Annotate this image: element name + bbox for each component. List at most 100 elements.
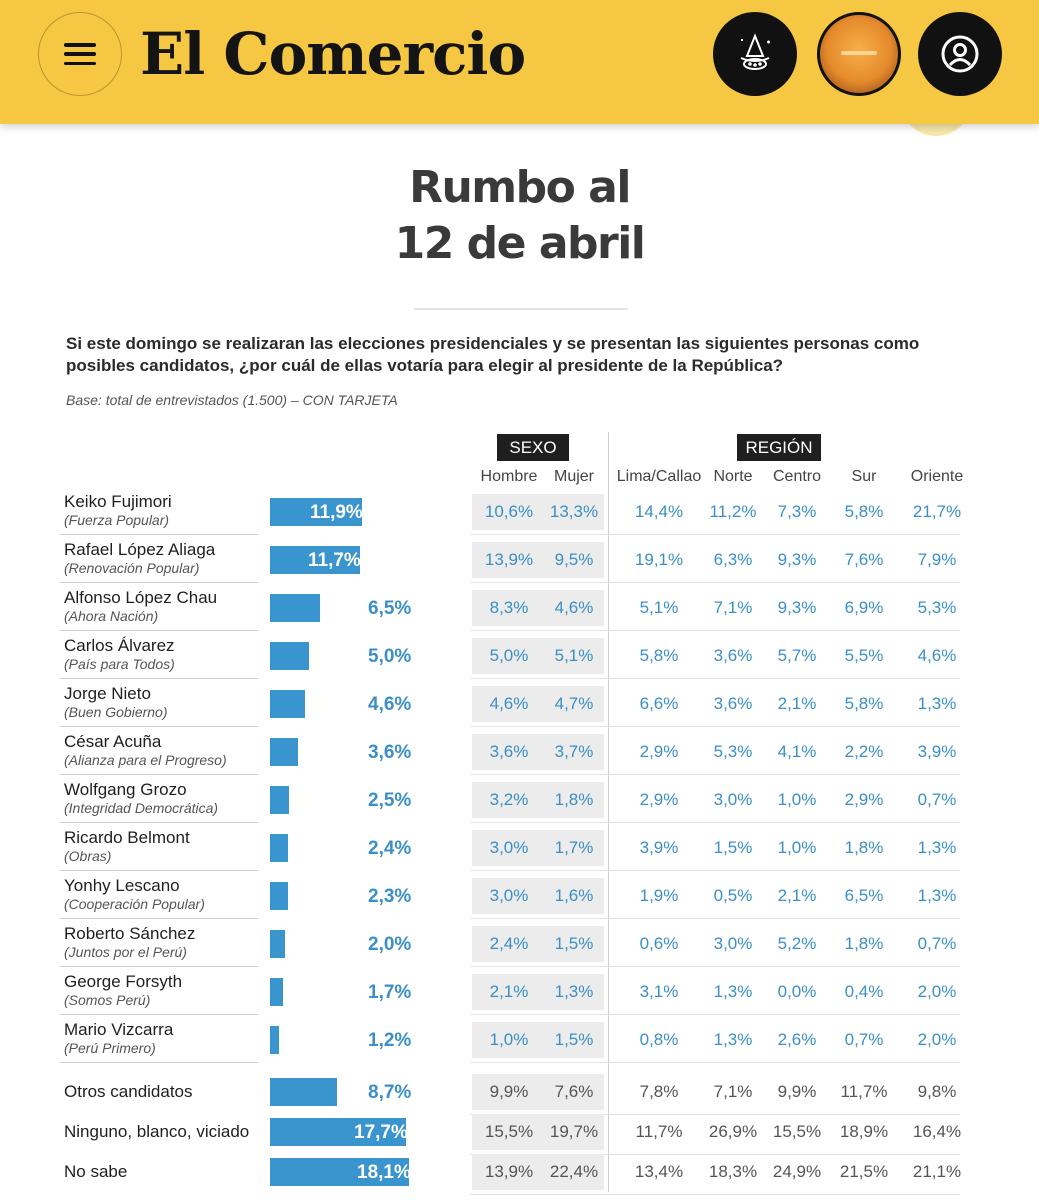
segment-value: 14,4% bbox=[634, 502, 684, 521]
total-value: 1,2% bbox=[368, 1030, 412, 1051]
segment-value: 2,9% bbox=[639, 790, 679, 809]
menu-button[interactable] bbox=[38, 12, 122, 96]
segment-value: 4,1% bbox=[777, 742, 817, 761]
candidate-cell: Roberto Sánchez (Juntos por el Perú) bbox=[64, 923, 262, 961]
column-header: Centro bbox=[772, 468, 822, 485]
title-line-1: Rumbo al bbox=[409, 162, 631, 213]
segment-value: 5,8% bbox=[844, 502, 884, 521]
segment-value: 11,7% bbox=[635, 1122, 683, 1141]
candidate-name: Alfonso López Chau bbox=[64, 588, 218, 607]
row-divider bbox=[60, 726, 258, 727]
candidate-cell: Keiko Fujimori (Fuerza Popular) bbox=[64, 491, 262, 529]
total-bar bbox=[270, 690, 305, 718]
segment-value: 2,1% bbox=[777, 694, 817, 713]
group-header-region: REGIÓN bbox=[737, 434, 821, 461]
table-row: No sabe 18,1% 13,9% 22,4% 13,4% 18,3% 24,9% 21,… bbox=[60, 1148, 970, 1196]
column-divider bbox=[608, 432, 609, 1192]
segment-value: 1,8% bbox=[844, 838, 884, 857]
segment-value: 1,3% bbox=[713, 1030, 753, 1049]
row-divider bbox=[470, 918, 960, 919]
segment-value: 5,1% bbox=[554, 646, 594, 665]
site-logo[interactable]: El Comercio bbox=[140, 20, 526, 88]
top-bar: El Comercio bbox=[0, 0, 1039, 124]
segment-value: 3,6% bbox=[713, 694, 753, 713]
segment-value: 2,1% bbox=[777, 886, 817, 905]
segment-value: 1,3% bbox=[713, 982, 753, 1001]
segment-value: 7,9% bbox=[917, 550, 957, 569]
candidate-name: Ninguno, blanco, viciado bbox=[64, 1122, 250, 1141]
party-name: (País para Todos) bbox=[64, 656, 175, 672]
segment-value: 18,9% bbox=[839, 1122, 889, 1141]
segment-value: 5,3% bbox=[713, 742, 753, 761]
segment-value: 2,6% bbox=[777, 1030, 817, 1049]
segment-value: 3,6% bbox=[489, 742, 529, 761]
sex-values-box bbox=[472, 686, 604, 722]
candidate-name: Keiko Fujimori bbox=[64, 492, 172, 511]
promo-icon bbox=[841, 51, 877, 55]
title-line-2: 12 de abril bbox=[394, 218, 646, 269]
segment-value: 3,0% bbox=[713, 934, 753, 953]
row-divider bbox=[470, 870, 960, 871]
segment-value: 15,5% bbox=[484, 1122, 534, 1141]
segment-value: 1,7% bbox=[554, 838, 594, 857]
magic-hat-button[interactable] bbox=[713, 12, 797, 96]
row-divider bbox=[470, 630, 960, 631]
total-bar bbox=[270, 642, 309, 670]
segment-value: 7,1% bbox=[713, 1082, 753, 1101]
segment-value: 7,6% bbox=[844, 550, 884, 569]
candidate-name: Wolfgang Grozo bbox=[64, 780, 187, 799]
segment-value: 3,7% bbox=[554, 742, 594, 761]
group-header-sexo: SEXO bbox=[497, 434, 569, 461]
total-bar bbox=[270, 1026, 279, 1054]
segment-value: 9,3% bbox=[777, 550, 817, 569]
segment-value: 4,7% bbox=[554, 694, 594, 713]
segment-value: 13,9% bbox=[484, 1162, 534, 1181]
row-divider bbox=[60, 774, 258, 775]
total-value: 2,0% bbox=[368, 934, 412, 955]
segment-value: 22,4% bbox=[549, 1162, 599, 1181]
column-header: Hombre bbox=[480, 468, 538, 485]
party-name: (Obras) bbox=[64, 848, 112, 864]
segment-value: 9,5% bbox=[554, 550, 594, 569]
survey-question: Si este domingo se realizaran las elecci… bbox=[66, 334, 920, 375]
sex-values-box bbox=[472, 734, 604, 770]
party-name: (Ahora Nación) bbox=[64, 608, 159, 624]
table-row: Yonhy Lescano (Cooperación Popular) 2,3% 3,… bbox=[60, 872, 970, 920]
user-account-button[interactable] bbox=[918, 12, 1002, 96]
total-bar bbox=[270, 1158, 409, 1186]
candidate-cell: Jorge Nieto (Buen Gobierno) bbox=[64, 683, 262, 721]
promo-button[interactable] bbox=[817, 12, 901, 96]
row-divider bbox=[470, 582, 960, 583]
total-value: 11,9% bbox=[310, 502, 363, 523]
total-bar bbox=[270, 546, 360, 574]
segment-value: 4,6% bbox=[917, 646, 957, 665]
total-value: 6,5% bbox=[368, 598, 412, 619]
row-divider bbox=[470, 678, 960, 679]
segment-value: 1,8% bbox=[554, 790, 594, 809]
segment-value: 2,1% bbox=[489, 982, 529, 1001]
total-bar bbox=[270, 738, 298, 766]
candidate-name: George Forsyth bbox=[64, 972, 183, 991]
candidate-name: No sabe bbox=[64, 1162, 128, 1181]
segment-value: 1,3% bbox=[554, 982, 594, 1001]
segment-value: 1,6% bbox=[554, 886, 594, 905]
segment-value: 21,5% bbox=[839, 1162, 889, 1181]
segment-value: 5,0% bbox=[489, 646, 529, 665]
segment-value: 0,7% bbox=[917, 790, 957, 809]
column-header: Mujer bbox=[553, 468, 594, 485]
segment-value: 21,1% bbox=[912, 1162, 962, 1181]
segment-value: 11,7% bbox=[840, 1082, 888, 1101]
segment-value: 13,4% bbox=[634, 1162, 684, 1181]
total-value: 3,6% bbox=[368, 742, 412, 763]
segment-value: 24,9% bbox=[772, 1162, 822, 1181]
candidate-cell: Yonhy Lescano (Cooperación Popular) bbox=[64, 875, 262, 913]
candidate-name: Roberto Sánchez bbox=[64, 924, 196, 943]
segment-value: 0,6% bbox=[639, 934, 679, 953]
segment-value: 0,5% bbox=[713, 886, 753, 905]
segment-value: 1,5% bbox=[554, 1030, 594, 1049]
total-value: 5,0% bbox=[368, 646, 412, 667]
infographic-title: Rumbo al 12 de abril bbox=[0, 160, 1039, 272]
segment-value: 3,0% bbox=[489, 838, 529, 857]
row-divider bbox=[470, 822, 960, 823]
segment-value: 13,3% bbox=[549, 502, 599, 521]
